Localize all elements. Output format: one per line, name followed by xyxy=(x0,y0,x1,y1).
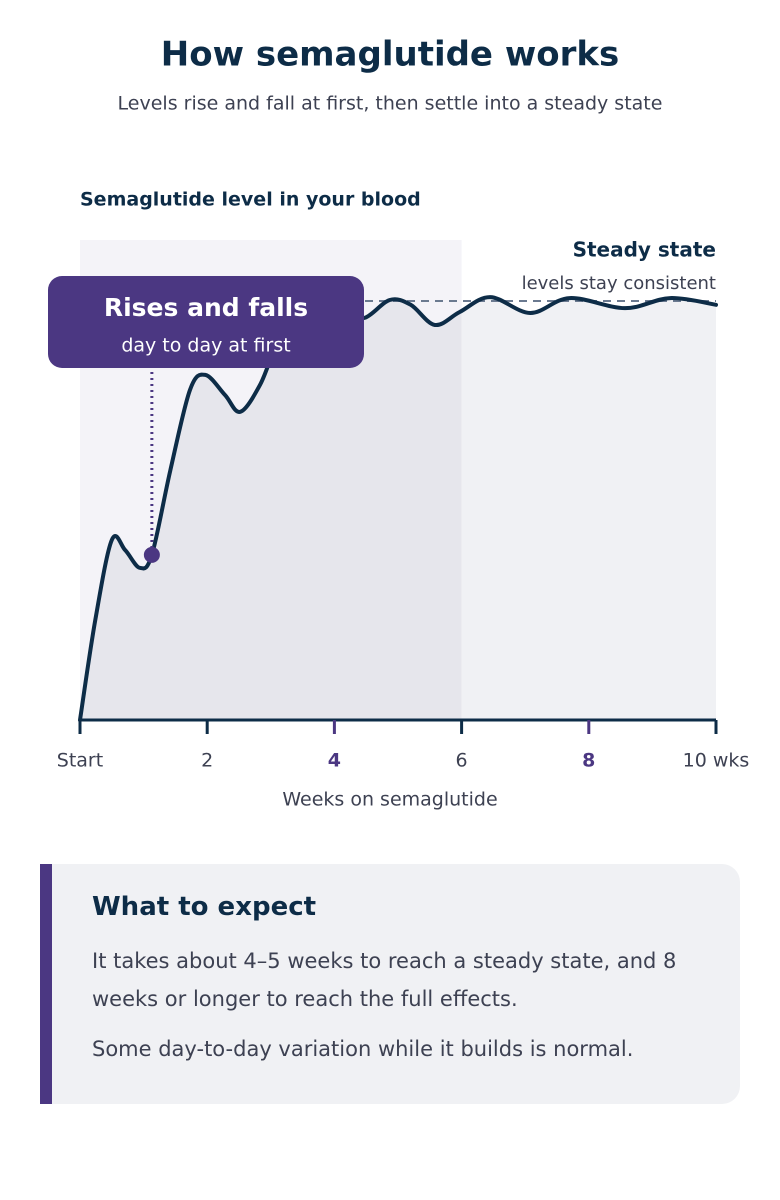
info-box: What to expect It takes about 4–5 weeks … xyxy=(40,864,740,1104)
x-tick-label: 10 wks xyxy=(683,750,750,772)
annotation-title: Steady state xyxy=(573,238,716,262)
area-late xyxy=(461,297,716,720)
y-axis-label: Semaglutide level in your blood xyxy=(80,189,421,211)
x-tick-label: 8 xyxy=(582,750,595,772)
x-tick-label: Start xyxy=(57,750,103,772)
chart-title: How semaglutide works xyxy=(161,35,619,75)
callout-title: Rises and falls xyxy=(104,293,308,322)
info-paragraph: It takes about 4–5 weeks to reach a stea… xyxy=(92,949,677,1011)
callout-box xyxy=(48,276,364,368)
x-axis-label: Weeks on semaglutide xyxy=(282,789,497,811)
x-tick-label: 2 xyxy=(201,750,213,772)
x-tick-label: 6 xyxy=(456,750,468,772)
x-tick-label: 4 xyxy=(328,750,341,772)
area-early xyxy=(80,299,462,720)
info-paragraph: Some day-to-day variation while it build… xyxy=(92,1037,634,1061)
callout-point xyxy=(143,546,160,563)
chart-subtitle: Levels rise and fall at first, then sett… xyxy=(118,93,663,115)
chart: How semaglutide works Levels rise and fa… xyxy=(48,35,750,811)
annotation-text: levels stay consistent xyxy=(522,273,716,294)
callout-text: day to day at first xyxy=(121,335,290,357)
info-heading: What to expect xyxy=(92,892,317,922)
